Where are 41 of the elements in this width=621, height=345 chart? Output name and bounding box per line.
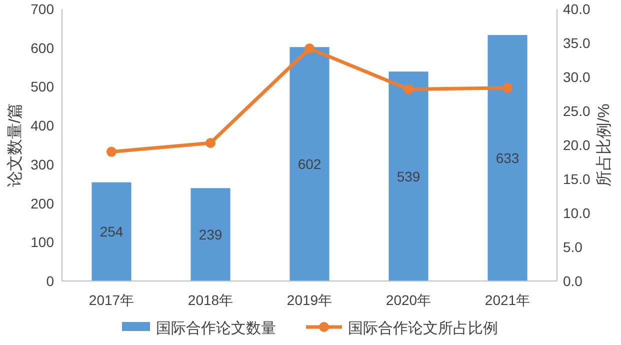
- y2-tick-label: 35.0: [563, 35, 590, 51]
- y-tick-label: 300: [30, 156, 54, 172]
- y-tick-label: 200: [30, 195, 54, 212]
- y2-tick-label: 40.0: [563, 1, 590, 17]
- y2-tick-label: 25.0: [563, 103, 590, 119]
- data-label: 539: [396, 168, 420, 184]
- data-label: 602: [298, 156, 322, 172]
- y-tick-label: 700: [30, 1, 54, 17]
- point: [304, 43, 314, 54]
- point: [502, 82, 512, 93]
- x-tick-label: 2020年: [386, 292, 432, 308]
- bar: [488, 35, 528, 281]
- y2-axis-title: 所占比例/%: [595, 104, 613, 186]
- bar: [92, 182, 132, 281]
- data-label: 239: [198, 226, 222, 243]
- bar: [190, 188, 230, 281]
- bar: [290, 47, 330, 281]
- x-tick-label: 2019年: [286, 292, 332, 308]
- point: [106, 146, 116, 157]
- y-tick-label: 500: [30, 78, 54, 95]
- data-label: 254: [100, 224, 124, 240]
- y2-tick-label: 15.0: [563, 171, 590, 187]
- legend-label: 国际合作论文数量: [156, 320, 276, 337]
- x-tick-label: 2017年: [88, 292, 134, 308]
- y-tick-label: 100: [30, 234, 54, 250]
- x-tick-label: 2018年: [188, 292, 234, 308]
- point: [404, 84, 414, 94]
- y2-tick-label: 30.0: [563, 69, 590, 85]
- y2-tick-label: 5.0: [563, 239, 583, 255]
- bar: [388, 72, 428, 281]
- x-tick-label: 2021年: [484, 292, 530, 308]
- data-label: 633: [496, 150, 520, 166]
- point: [206, 138, 216, 148]
- y-tick-label: 600: [30, 40, 54, 56]
- y2-tick-label: 10.0: [563, 205, 590, 221]
- y-tick-label: 0: [46, 273, 54, 289]
- y-tick-label: 400: [30, 118, 54, 134]
- y-axis-title: 论文数量/篇: [6, 102, 24, 188]
- legend-label: 国际合作论文所占比例: [348, 320, 498, 337]
- y2-tick-label: 0.0: [563, 273, 583, 289]
- y2-tick-label: 20.0: [563, 137, 590, 153]
